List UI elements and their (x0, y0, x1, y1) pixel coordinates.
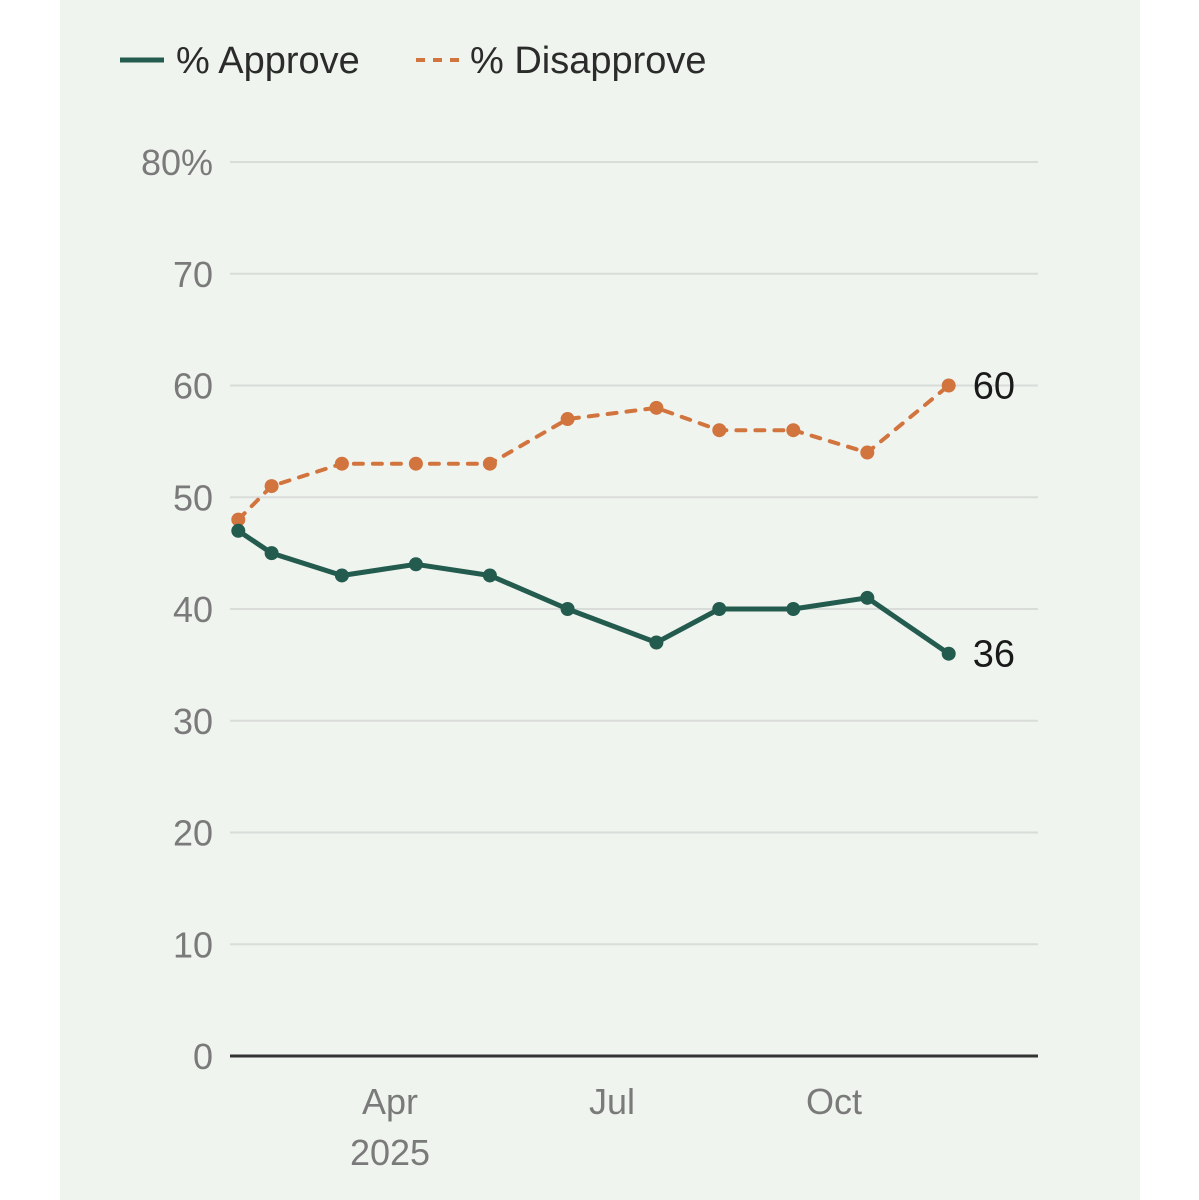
data-point-disapprove (408, 456, 423, 471)
data-point-disapprove (860, 445, 875, 460)
y-tick-label: 40 (173, 589, 213, 630)
x-tick-label: Apr (362, 1081, 418, 1122)
legend-label-approve: % Approve (176, 40, 360, 82)
data-point-approve (560, 602, 575, 616)
legend-label-disapprove: % Disapprove (470, 40, 707, 82)
series-line-approve (235, 528, 952, 657)
y-axis-ticks: 0 10 20 30 40 50 60 70 80% (141, 142, 213, 1077)
y-tick-label: 60 (173, 366, 213, 407)
data-point-disapprove (264, 479, 279, 494)
chart-panel: % Approve % Disapprove 0 10 20 30 40 50 60 70 80… (60, 0, 1140, 1200)
end-value-label-approve: 36 (973, 634, 1015, 676)
y-tick-label: 30 (173, 701, 213, 742)
data-point-disapprove (334, 456, 349, 471)
data-point-disapprove (560, 412, 575, 427)
legend: % Approve % Disapprove (120, 40, 707, 82)
y-tick-label: 70 (173, 254, 213, 295)
y-tick-label: 0 (193, 1036, 213, 1077)
data-point-disapprove (649, 400, 664, 415)
y-tick-label: 50 (173, 477, 213, 518)
data-point-approve (408, 557, 423, 572)
line-chart: % Approve % Disapprove 0 10 20 30 40 50 60 70 80… (120, 40, 1038, 1173)
x-axis: Apr 2025 Jul Oct (230, 1054, 1038, 1173)
end-value-label-disapprove: 60 (973, 366, 1015, 408)
x-tick-label: Oct (806, 1081, 862, 1122)
data-point-approve (334, 568, 349, 583)
data-point-approve (264, 546, 279, 561)
data-point-disapprove (482, 456, 497, 471)
data-point-disapprove (786, 423, 801, 438)
data-point-approve (860, 590, 875, 605)
y-tick-label: 20 (173, 813, 213, 854)
data-point-approve (482, 568, 497, 583)
data-point-approve (941, 646, 956, 661)
data-point-disapprove (712, 423, 727, 438)
data-point-disapprove (941, 378, 956, 393)
y-tick-label: 10 (173, 924, 213, 965)
data-point-disapprove (231, 512, 246, 527)
data-point-approve (786, 602, 801, 616)
gridlines (230, 161, 1038, 946)
plot-area: 60 36 (231, 366, 1015, 676)
data-point-approve (231, 523, 246, 538)
series-line-disapprove (236, 383, 951, 522)
y-tick-label: 80% (141, 142, 213, 183)
data-point-approve (649, 635, 664, 650)
x-tick-year-label: 2025 (350, 1132, 430, 1173)
x-tick-label: Jul (589, 1081, 635, 1122)
data-point-approve (712, 602, 727, 616)
